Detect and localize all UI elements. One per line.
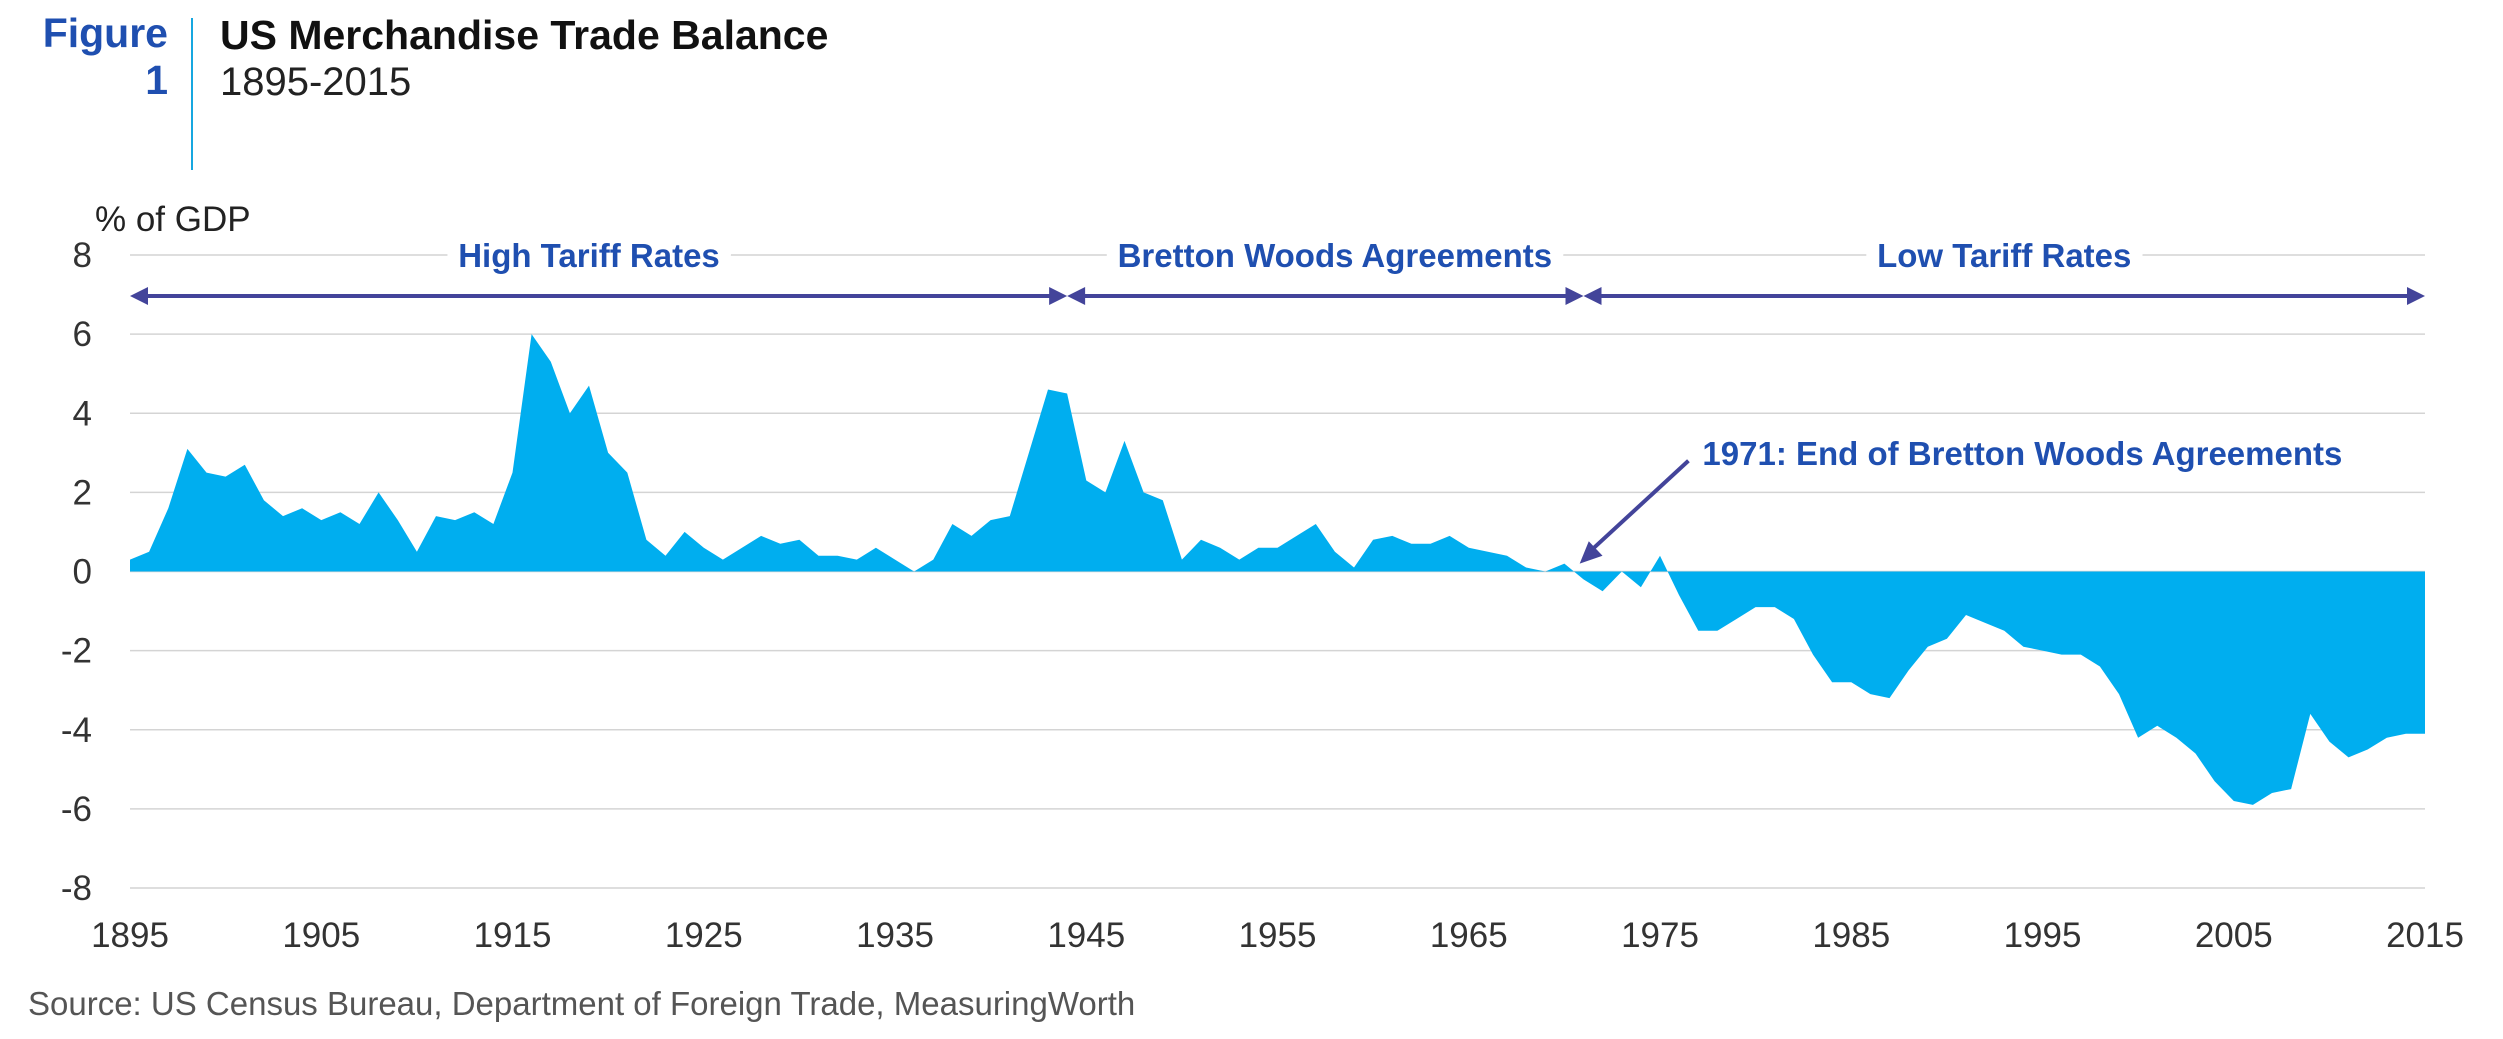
x-tick-label: 1945 — [1047, 916, 1125, 955]
grid-lines — [130, 254, 2425, 889]
x-tick-label: 1975 — [1621, 916, 1699, 955]
figure-divider — [191, 18, 193, 170]
y-tick-label: -4 — [61, 711, 92, 750]
era-arrow-head-left — [1583, 287, 1602, 305]
y-tick-label: -2 — [61, 632, 92, 671]
annotation-label: 1971: End of Bretton Woods Agreements — [1702, 435, 2342, 472]
x-tick-label: 1935 — [856, 916, 934, 955]
chart-title: US Merchandise Trade Balance — [220, 12, 829, 58]
area-layer — [130, 334, 2425, 805]
y-tick-label: 4 — [73, 394, 92, 433]
annotation-arrow-head — [1579, 541, 1603, 564]
x-tick-label: 1905 — [282, 916, 360, 955]
y-tick-label: -8 — [61, 869, 92, 908]
era-arrow-head-right — [1565, 287, 1584, 305]
x-tick-label: 1955 — [1239, 916, 1317, 955]
x-tick-label: 1895 — [91, 916, 169, 955]
x-tick-label: 2005 — [2195, 916, 2273, 955]
x-axis-ticks: 1895 1905 1915 1925 1935 1945 1955 1965 1975 1985… — [91, 916, 2464, 955]
era-label: High Tariff Rates — [458, 237, 720, 274]
figure-label: Figure 1 — [20, 10, 168, 104]
x-tick-label: 2015 — [2386, 916, 2464, 955]
annotation-arrow-line — [1586, 459, 1690, 556]
era-bands: High Tariff Rates Bretton Woods Agreement… — [130, 224, 2425, 305]
trade-balance-area — [130, 334, 2425, 805]
y-axis-ticks: 8 6 4 2 0 -2 -4 -6 -8 — [61, 236, 92, 908]
source-note: Source: US Census Bureau, Department of … — [28, 985, 1136, 1022]
annotations: 1971: End of Bretton Woods Agreements — [1579, 435, 2342, 564]
x-tick-label: 1965 — [1430, 916, 1508, 955]
x-tick-label: 1925 — [665, 916, 743, 955]
era-arrow-head-left — [1067, 287, 1086, 305]
era-label: Low Tariff Rates — [1877, 237, 2131, 274]
y-axis-label: % of GDP — [95, 200, 251, 239]
era-arrow-head-right — [1049, 287, 1068, 305]
y-tick-label: 6 — [73, 315, 92, 354]
figure-label-word: Figure — [42, 10, 168, 56]
x-tick-label: 1915 — [474, 916, 552, 955]
chart-subtitle: 1895-2015 — [220, 60, 412, 104]
y-tick-label: 8 — [73, 236, 92, 275]
y-tick-label: 2 — [73, 473, 92, 512]
era-arrow-head-left — [130, 287, 148, 305]
era-label: Bretton Woods Agreements — [1118, 237, 1553, 274]
x-tick-label: 1985 — [1812, 916, 1890, 955]
y-tick-label: -6 — [61, 790, 92, 829]
era-arrow-head-right — [2407, 287, 2425, 305]
x-tick-label: 1995 — [2004, 916, 2082, 955]
figure-label-number: 1 — [145, 57, 168, 103]
y-tick-label: 0 — [73, 553, 92, 592]
